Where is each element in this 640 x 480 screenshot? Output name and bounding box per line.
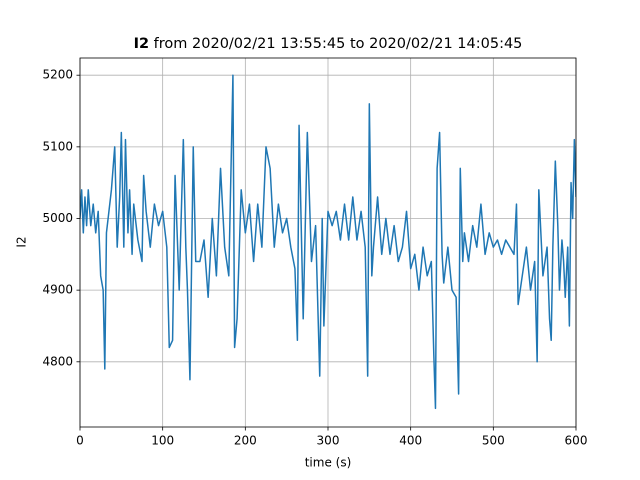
x-tick-label: 400 (399, 434, 422, 448)
y-tick-label: 5000 (42, 211, 73, 225)
y-tick-label: 4800 (42, 354, 73, 368)
x-tick-label: 100 (151, 434, 174, 448)
data-line (80, 74, 576, 410)
x-tick-label: 200 (234, 434, 257, 448)
x-tick-label: 600 (565, 434, 588, 448)
y-tick-label: 5200 (42, 68, 73, 82)
title-bold: I2 (134, 36, 149, 52)
x-tick-label: 300 (317, 434, 340, 448)
x-axis-label: time (s) (305, 456, 352, 470)
y-tick-label: 5100 (42, 139, 73, 153)
x-tick-label: 500 (482, 434, 505, 448)
title-rest: from 2020/02/21 13:55:45 to 2020/02/21 1… (154, 36, 523, 52)
chart-title: I2 from 2020/02/21 13:55:45 to 2020/02/2… (134, 36, 523, 52)
y-tick-label: 4900 (42, 283, 73, 297)
x-tick-label: 0 (76, 434, 84, 448)
y-axis-label: I2 (15, 236, 29, 247)
plot-frame (79, 57, 577, 428)
